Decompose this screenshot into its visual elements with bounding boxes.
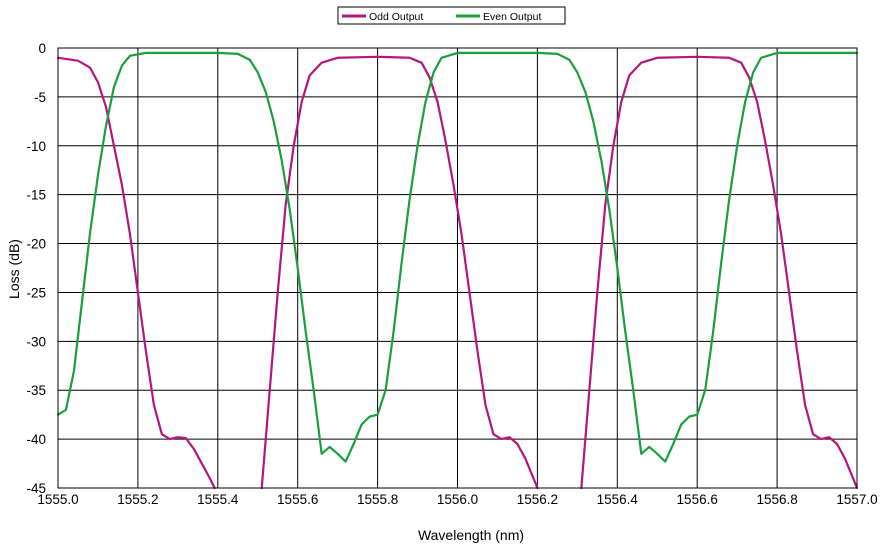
x-tick-label: 1556.0	[437, 492, 478, 507]
x-tick-label: 1555.4	[197, 492, 239, 507]
y-tick-label: -20	[26, 237, 46, 252]
y-tick-label: -25	[26, 285, 46, 300]
x-axis-label: Wavelength (nm)	[418, 527, 524, 543]
y-tick-label: 0	[38, 41, 46, 56]
y-tick-label: -5	[34, 90, 46, 105]
x-tick-labels: 1555.0 1555.2 1555.4 1555.6 1555.8 1556.0 1556…	[37, 492, 877, 507]
series-line-odd-output	[580, 55, 859, 490]
x-tick-label: 1556.4	[597, 492, 639, 507]
x-tick-label: 1555.2	[117, 492, 158, 507]
x-tick-label: 1556.2	[517, 492, 558, 507]
grid	[57, 47, 858, 489]
legend-label-odd-output: Odd Output	[369, 11, 423, 23]
plot-frame	[57, 47, 858, 489]
y-tick-label: -30	[26, 334, 46, 349]
x-tick-label: 1555.8	[357, 492, 398, 507]
legend-label-even-output: Even Output	[483, 11, 541, 23]
series-line-odd-output	[56, 56, 216, 490]
x-tick-label: 1555.6	[277, 492, 318, 507]
series-line-even-output	[56, 51, 859, 463]
series-layer	[56, 51, 859, 490]
legend: Odd Output Even Output	[337, 6, 566, 25]
y-tick-labels: 0 -5 -10 -15 -20 -25 -30 -35 -40 -45	[26, 41, 46, 496]
y-tick-label: -40	[26, 432, 46, 447]
series-line-odd-output	[260, 55, 539, 490]
y-tick-label: -15	[26, 188, 46, 203]
y-tick-label: -10	[26, 139, 46, 154]
x-tick-label: 1557.0	[836, 492, 877, 507]
x-tick-label: 1556.6	[677, 492, 718, 507]
x-tick-label: 1555.0	[37, 492, 78, 507]
y-tick-label: -45	[26, 481, 46, 496]
legend-box	[337, 6, 566, 25]
x-tick-label: 1556.8	[756, 492, 797, 507]
y-tick-label: -35	[26, 383, 46, 398]
y-axis-label: Loss (dB)	[6, 239, 22, 299]
